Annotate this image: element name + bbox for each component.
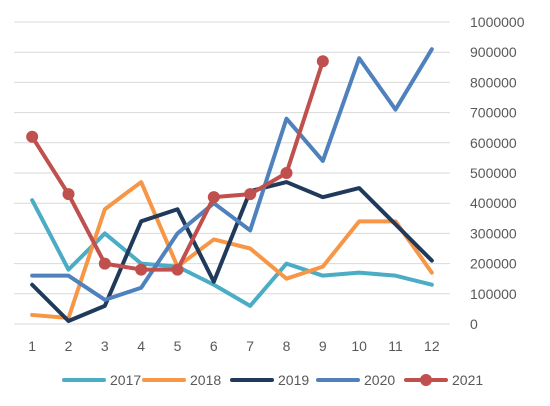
x-tick-label: 11	[388, 338, 403, 354]
x-tick-label: 3	[101, 338, 109, 354]
legend-label-2020: 2020	[364, 372, 395, 388]
series-line-2020	[30, 47, 434, 302]
series-line-2017	[30, 198, 434, 308]
data-point-2021	[26, 130, 39, 143]
data-point-2021	[98, 257, 111, 270]
y-tick-label: 800000	[470, 74, 517, 90]
y-tick-label: 600000	[470, 135, 517, 151]
series-line-2018	[30, 180, 434, 320]
data-point-2021	[244, 188, 257, 201]
x-tick-label: 2	[65, 338, 73, 354]
y-tick-label: 200000	[470, 256, 517, 272]
data-point-2021	[62, 188, 75, 201]
data-point-2021	[280, 167, 293, 179]
legend: 2017 2018 2019 2020 2021	[62, 372, 483, 388]
legend-marker-2021	[420, 374, 432, 386]
x-tick-label: 6	[210, 338, 218, 354]
y-tick-label: 900000	[470, 44, 517, 60]
y-tick-label: 1000000	[470, 14, 525, 30]
legend-label-2019: 2019	[278, 372, 309, 388]
y-tick-label: 400000	[470, 195, 517, 211]
y-tick-label: 700000	[470, 105, 517, 121]
y-tick-label: 500000	[470, 165, 517, 181]
data-point-2021	[135, 263, 148, 276]
data-point-2021	[316, 55, 329, 68]
x-tick-label: 10	[351, 338, 367, 354]
data-point-2021	[171, 263, 184, 276]
x-tick-label: 4	[137, 338, 145, 354]
x-tick-label: 7	[246, 338, 254, 354]
y-axis-tick-labels: 0 100000 200000 300000 400000 500000 600000 700…	[470, 14, 525, 332]
legend-label-2018: 2018	[190, 372, 221, 388]
y-tick-label: 100000	[470, 286, 517, 302]
y-tick-label: 0	[470, 316, 478, 332]
data-point-2021	[207, 191, 220, 204]
x-tick-label: 9	[319, 338, 327, 354]
gridlines	[14, 21, 450, 325]
x-tick-label: 5	[174, 338, 182, 354]
series-line-2019	[30, 180, 434, 323]
legend-label-2021: 2021	[452, 372, 483, 388]
y-tick-label: 300000	[470, 225, 517, 241]
x-axis-tick-labels: 1 2 3 4 5 6 7 8 9 10 11 12	[28, 338, 440, 354]
x-tick-label: 8	[283, 338, 291, 354]
legend-label-2017: 2017	[110, 372, 141, 388]
series-lines	[26, 47, 434, 323]
x-tick-label: 12	[424, 338, 440, 354]
x-tick-label: 1	[28, 338, 36, 354]
series-line-2021	[30, 59, 325, 272]
